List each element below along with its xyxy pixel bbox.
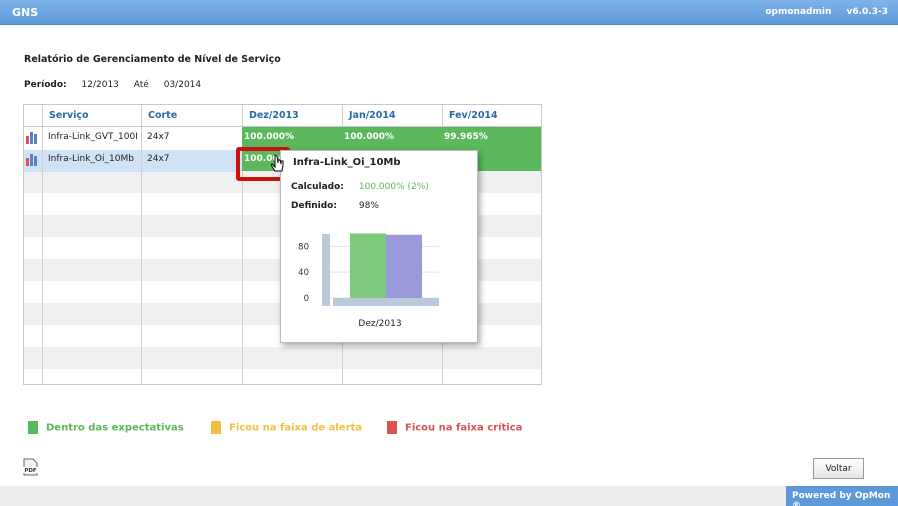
legend-label: Dentro das expectativas bbox=[46, 422, 184, 434]
tooltip-bar-chart: 80 40 0 bbox=[298, 233, 439, 306]
chart-y-ticks: 80 40 0 bbox=[298, 242, 309, 304]
legend-critical-range: Ficou na faixa crítica bbox=[387, 421, 522, 434]
tooltip-calculated: Calculado: 100.000% (2%) bbox=[291, 182, 429, 192]
column-divider bbox=[242, 105, 243, 384]
legend-swatch bbox=[387, 421, 397, 434]
column-header-dez-2013[interactable]: Dez/2013 bbox=[242, 105, 342, 127]
top-bar-right: opmonadmin v6.0.3-3 bbox=[753, 7, 888, 17]
tooltip-title: Infra-Link_Oi_10Mb bbox=[293, 157, 401, 168]
service-name[interactable]: Infra-Link_GVT_100I bbox=[48, 132, 138, 142]
legend-swatch bbox=[28, 421, 38, 434]
app-title: GNS bbox=[12, 6, 39, 19]
row-band bbox=[24, 347, 541, 369]
period-from: 12/2013 bbox=[81, 80, 119, 90]
period-line: Período: 12/2013 Até 03/2014 bbox=[24, 80, 201, 90]
footer-bar: Powered by OpMon ® bbox=[0, 486, 898, 506]
tooltip-defined: Definido: 98% bbox=[291, 201, 379, 211]
sla-cell[interactable]: 99.965% bbox=[442, 127, 541, 149]
legend-label: Ficou na faixa crítica bbox=[405, 422, 523, 434]
svg-text:PDF: PDF bbox=[24, 468, 37, 474]
chart-bars bbox=[350, 233, 422, 298]
chart-y-tick-label: 80 bbox=[298, 242, 309, 252]
legend-within-expectations: Dentro das expectativas bbox=[28, 421, 184, 434]
powered-by-link[interactable]: Powered by OpMon ® bbox=[786, 486, 898, 506]
user-name[interactable]: opmonadmin bbox=[765, 7, 832, 17]
column-header-service[interactable]: Serviço bbox=[42, 105, 141, 127]
legend-label: Ficou na faixa de alerta bbox=[229, 422, 363, 434]
calculated-value: 100.000% (2%) bbox=[358, 182, 429, 192]
service-name[interactable]: Infra-Link_Oi_10Mb bbox=[48, 154, 134, 164]
chart-bar-calculado bbox=[350, 233, 386, 298]
defined-label: Definido: bbox=[291, 201, 337, 211]
chart-x-label: Dez/2013 bbox=[358, 319, 402, 329]
chart-x-axis-base bbox=[333, 298, 439, 306]
calculated-label: Calculado: bbox=[291, 182, 344, 192]
legend-swatch bbox=[211, 421, 221, 434]
period-to: 03/2014 bbox=[163, 80, 202, 90]
column-divider bbox=[141, 105, 142, 384]
corte-value: 24x7 bbox=[147, 154, 170, 164]
mouse-cursor-icon bbox=[271, 154, 284, 172]
column-divider bbox=[42, 105, 43, 384]
chart-y-tick-label: 0 bbox=[304, 294, 309, 304]
top-bar: GNS opmonadmin v6.0.3-3 bbox=[0, 0, 898, 25]
sla-cell[interactable]: 100.000% bbox=[242, 127, 342, 149]
until-label: Até bbox=[133, 80, 149, 90]
bar-chart-icon[interactable] bbox=[26, 132, 39, 144]
defined-value: 98% bbox=[358, 201, 379, 211]
period-label: Período: bbox=[24, 80, 67, 90]
back-button[interactable]: Voltar bbox=[813, 458, 864, 479]
sla-tooltip: Infra-Link_Oi_10Mb Calculado: 100.000% (… bbox=[280, 150, 478, 343]
report-title: Relatório de Gerenciamento de Nível de S… bbox=[24, 54, 281, 65]
sla-cell[interactable]: 100.000% bbox=[342, 127, 442, 149]
chart-y-axis-bar bbox=[322, 234, 330, 306]
bar-chart-icon[interactable] bbox=[26, 154, 39, 166]
chart-bar-definido bbox=[386, 234, 422, 298]
column-header-fev-2014[interactable]: Fev/2014 bbox=[442, 105, 541, 127]
pdf-icon[interactable]: PDF bbox=[22, 458, 39, 476]
legend-alert-range: Ficou na faixa de alerta bbox=[211, 421, 362, 434]
column-header-corte[interactable]: Corte bbox=[141, 105, 242, 127]
selected-row-highlight bbox=[24, 150, 242, 172]
header-corner bbox=[24, 105, 42, 127]
corte-value: 24x7 bbox=[147, 132, 170, 142]
app-version: v6.0.3-3 bbox=[846, 7, 889, 17]
column-header-jan-2014[interactable]: Jan/2014 bbox=[342, 105, 442, 127]
chart-y-tick-label: 40 bbox=[298, 268, 309, 278]
